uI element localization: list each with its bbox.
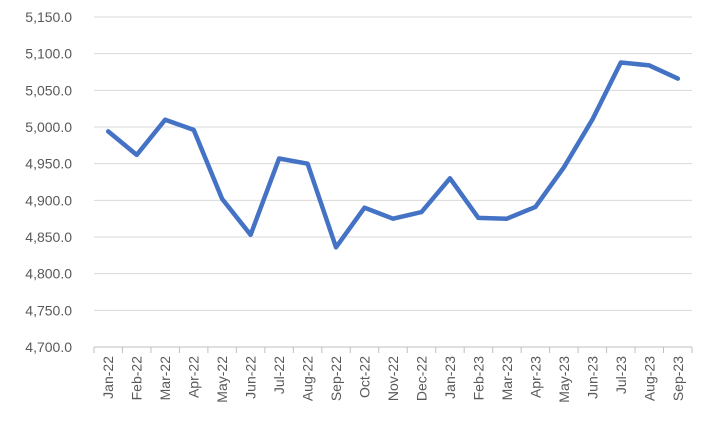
x-tick-label: Sep-22 [328, 356, 344, 401]
y-tick-label: 5,150.0 [25, 9, 72, 25]
series-layer [105, 60, 681, 250]
data-point [364, 207, 366, 209]
data-point [591, 119, 593, 121]
y-tick-label: 5,000.0 [25, 119, 72, 135]
x-tick-label: Feb-23 [470, 356, 486, 401]
data-point [677, 78, 679, 80]
data-point [250, 234, 252, 236]
y-tick-label: 4,750.0 [25, 302, 72, 318]
grid [94, 16, 692, 311]
y-tick-label: 5,100.0 [25, 46, 72, 62]
data-point [136, 154, 138, 156]
data-point [307, 163, 309, 165]
x-tick-label: Mar-22 [157, 356, 173, 401]
x-tick-label: May-23 [556, 356, 572, 403]
x-tick-label: Jan-23 [442, 356, 458, 399]
data-point [477, 217, 479, 219]
y-tick-label: 4,700.0 [25, 339, 72, 355]
data-point [392, 218, 394, 220]
data-point [278, 158, 280, 160]
y-tick-label: 5,050.0 [25, 82, 72, 98]
data-point [563, 166, 565, 168]
x-tick-label: Apr-23 [527, 356, 543, 398]
data-point [506, 218, 508, 220]
x-tick-label: Aug-23 [641, 356, 657, 401]
data-point [164, 119, 166, 121]
data-point [420, 211, 422, 213]
y-axis: 4,700.0 4,750.0 4,800.0 4,850.0 4,900.0 4,950… [25, 9, 72, 355]
x-axis: Jan-22 Feb-22 Mar-22 Apr-22 May-22 Jun-22 Jul-… [93, 346, 693, 403]
y-tick-label: 4,900.0 [25, 192, 72, 208]
x-tick-label: Oct-22 [357, 356, 373, 398]
y-tick-label: 4,800.0 [25, 266, 72, 282]
data-point [335, 246, 337, 248]
data-point [193, 129, 195, 131]
x-tick-label: Jan-22 [100, 356, 116, 399]
y-tick-label: 4,850.0 [25, 229, 72, 245]
x-tick-label: Mar-23 [499, 356, 515, 401]
x-tick-label: Apr-22 [186, 356, 202, 398]
data-point [221, 198, 223, 200]
data-point [534, 206, 536, 208]
y-tick-label: 4,950.0 [25, 156, 72, 172]
x-tick-label: Feb-22 [129, 356, 145, 401]
x-tick-label: Jun-22 [243, 356, 259, 399]
x-tick-label: Nov-22 [385, 356, 401, 401]
data-point [620, 61, 622, 63]
x-tick-label: Jul-23 [613, 356, 629, 394]
x-tick-label: Jun-23 [584, 356, 600, 399]
x-tick-label: May-22 [214, 356, 230, 403]
data-point [107, 130, 109, 132]
data-point [449, 177, 451, 179]
x-tick-label: Jul-22 [271, 356, 287, 394]
data-point [648, 64, 650, 66]
x-tick-label: Aug-22 [300, 356, 316, 401]
x-tick-label: Sep-23 [670, 356, 686, 401]
x-tick-label: Dec-22 [413, 356, 429, 401]
